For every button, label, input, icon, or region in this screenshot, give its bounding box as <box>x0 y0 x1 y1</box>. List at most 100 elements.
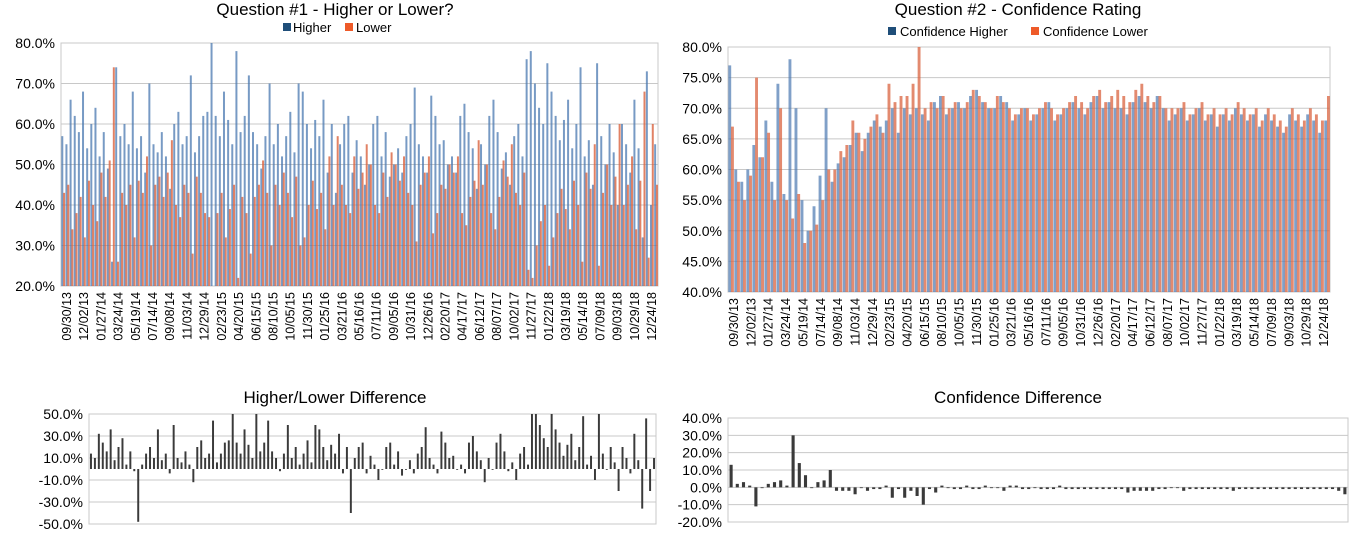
y-gridlines <box>60 42 659 287</box>
bar-conf-lower <box>893 102 897 292</box>
bar-conf-higher <box>1155 96 1159 292</box>
diff-bar <box>977 487 981 490</box>
bar-lower <box>170 140 173 286</box>
diff-bar <box>915 487 919 496</box>
bar-lower <box>195 176 198 286</box>
bar-conf-lower <box>1116 89 1120 292</box>
bar-higher <box>650 205 652 286</box>
bar-conf-lower <box>1074 96 1078 292</box>
diff-bar <box>779 480 783 488</box>
bar-higher <box>533 83 536 286</box>
bar-conf-lower <box>881 132 885 292</box>
y-tick-label: 80.0% <box>682 39 722 55</box>
bar-conf-lower <box>1098 89 1102 292</box>
bar-conf-lower <box>797 194 801 292</box>
legend-swatch-lower <box>1031 27 1039 35</box>
diff-bar <box>424 427 427 469</box>
bar-conf-higher <box>806 230 810 292</box>
bar-lower <box>187 192 190 286</box>
diff-bar <box>519 453 522 469</box>
x-tick-label: 12/02/13 <box>77 292 91 341</box>
bar-higher <box>148 83 151 286</box>
bar-conf-lower <box>1188 114 1192 292</box>
bar-lower <box>535 245 538 286</box>
diff-bar <box>314 425 317 469</box>
bar-conf-lower <box>941 96 945 292</box>
bar-higher <box>645 71 648 286</box>
bar-conf-lower <box>1019 108 1023 292</box>
diff-bar <box>176 458 179 469</box>
bar-lower <box>344 205 347 286</box>
bar-higher <box>504 152 507 286</box>
bar-lower <box>336 136 339 286</box>
bar-lower <box>477 140 480 286</box>
bar-conf-lower <box>1013 114 1017 292</box>
diff-bar <box>958 487 963 490</box>
diff-bar <box>903 487 907 498</box>
x-tick-label: 05/14/18 <box>576 292 590 341</box>
diff-bar <box>467 442 470 469</box>
diff-bar <box>93 458 96 469</box>
bar-lower <box>647 257 650 286</box>
bar-higher <box>119 136 122 286</box>
x-tick-label: 06/12/17 <box>1143 298 1157 347</box>
legend-label-lower: Confidence Lower <box>1043 24 1148 39</box>
bar-higher <box>77 132 80 286</box>
x-tick-label: 03/21/16 <box>335 292 349 341</box>
diff-bar <box>1237 487 1242 490</box>
bar-conf-higher <box>1125 114 1129 292</box>
bar-conf-higher <box>969 96 972 292</box>
diff-bar <box>1231 487 1235 491</box>
bar-conf-lower <box>971 89 975 292</box>
diff-bar <box>89 453 92 469</box>
bar-higher <box>243 115 246 287</box>
diff-bar <box>1101 487 1105 490</box>
diff-bar <box>1188 487 1192 490</box>
diff-bar <box>247 444 250 469</box>
legend: Confidence Higher Confidence Lower <box>888 24 1148 39</box>
bar-conf-higher <box>957 102 960 292</box>
x-tick-label: 02/23/15 <box>215 292 229 341</box>
bars <box>61 43 658 287</box>
bar-conf-higher <box>1005 102 1009 292</box>
bar-conf-lower <box>761 157 764 292</box>
bar-conf-higher <box>878 126 882 292</box>
bar-conf-higher <box>1035 114 1039 292</box>
bar-conf-lower <box>1200 102 1204 292</box>
bar-lower <box>552 237 555 286</box>
legend-label-higher: Confidence Higher <box>900 24 1008 39</box>
bar-lower <box>452 172 455 286</box>
bar-lower <box>456 156 459 286</box>
bar-conf-lower <box>1212 108 1216 292</box>
bar-lower <box>548 265 551 286</box>
diff-bar <box>282 453 285 469</box>
diff-bar <box>164 453 167 469</box>
diff-bar <box>546 447 549 469</box>
x-tick-label: 06/15/15 <box>918 298 932 347</box>
bar-higher <box>106 168 109 286</box>
diff-bar <box>428 458 431 469</box>
bar-conf-lower <box>1206 114 1210 292</box>
bar-higher <box>596 63 599 286</box>
diff-bar <box>1244 487 1248 490</box>
y-tick-label: 40.0% <box>682 410 722 426</box>
bar-lower <box>175 205 178 286</box>
diff-bar <box>278 469 281 472</box>
bar-higher <box>513 136 516 286</box>
diff-bar <box>896 487 901 490</box>
y-tick-label: 0.0% <box>690 479 722 495</box>
conf-diff-svg: Confidence Difference 40.0%30.0% 20.0%10.… <box>678 388 1349 530</box>
bar-lower <box>398 180 401 286</box>
diff-bar <box>645 418 648 469</box>
bar-lower <box>67 184 70 286</box>
confidence-svg: Question #2 - Confidence Rating Confiden… <box>682 0 1331 347</box>
bar-conf-lower <box>743 200 746 292</box>
diff-bar <box>416 453 419 469</box>
diff-bar <box>822 480 826 488</box>
bar-conf-higher <box>758 157 762 292</box>
bar-conf-higher <box>884 120 888 292</box>
bar-conf-lower <box>1266 108 1270 292</box>
diff-bar <box>1039 487 1043 490</box>
diff-bar <box>1033 487 1037 489</box>
x-tick-label: 03/19/18 <box>559 292 573 341</box>
